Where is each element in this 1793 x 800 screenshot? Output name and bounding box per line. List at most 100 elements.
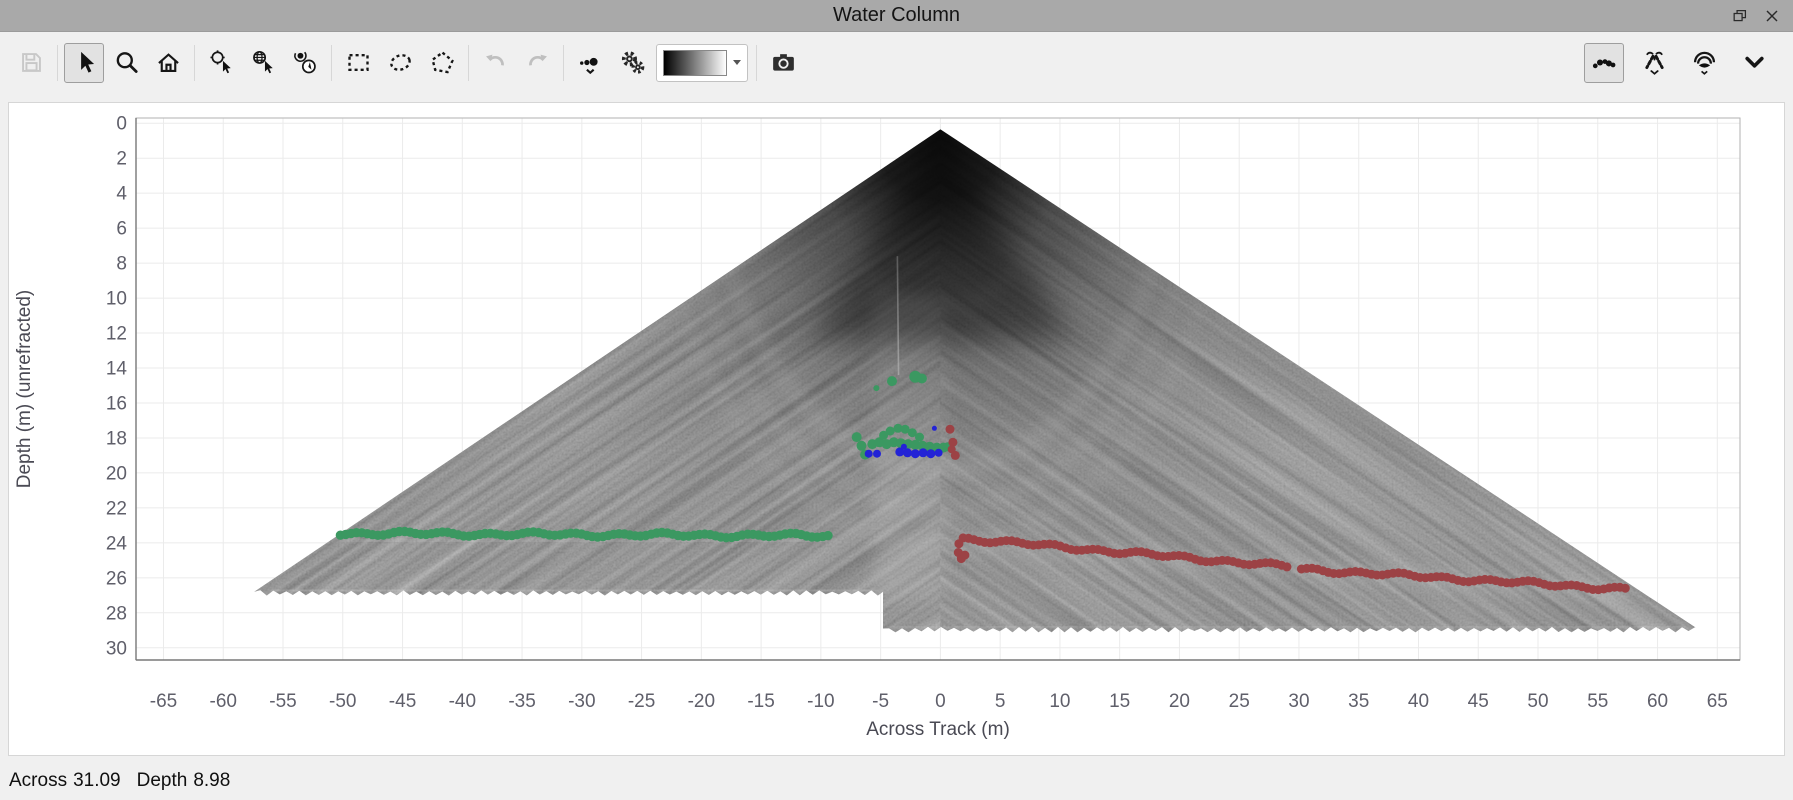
close-button[interactable] [1761, 5, 1783, 27]
status-bar: Across 31.09 Depth 8.98 [0, 762, 1793, 800]
y-tick-label: 14 [106, 359, 128, 380]
pick-target-cursor-icon [209, 50, 231, 74]
snapshot-camera-icon [772, 54, 794, 71]
toolbar-separator [331, 44, 332, 81]
y-tick-label: 8 [116, 254, 127, 275]
x-tick-label: 5 [995, 691, 1006, 712]
fan-display-button[interactable] [1634, 43, 1674, 83]
y-axis-title: Depth (m) (unrefracted) [14, 290, 35, 489]
y-tick-label: 26 [106, 568, 127, 589]
x-axis-title: Across Track (m) [866, 719, 1010, 740]
x-tick-label: -55 [269, 691, 296, 712]
x-tick-label: -50 [329, 691, 356, 712]
pick-target-cursor-button[interactable] [201, 43, 241, 83]
y-tick-label: 10 [106, 289, 127, 310]
soundings-toggle-icon [1592, 59, 1615, 69]
x-tick-label: -20 [688, 691, 715, 712]
select-cursor-button[interactable] [64, 42, 104, 83]
select-ellipse-button[interactable] [380, 43, 420, 83]
status-depth-value: 8.98 [193, 770, 231, 791]
x-tick-label: 30 [1288, 691, 1309, 712]
x-tick-label: -25 [628, 691, 655, 712]
x-tick-label: -60 [210, 691, 237, 712]
select-cursor-icon [80, 51, 94, 73]
x-tick-label: 60 [1647, 691, 1668, 712]
y-tick-label: 30 [106, 638, 127, 659]
y-tick-label: 22 [106, 498, 127, 519]
select-rectangle-icon [347, 54, 369, 71]
select-ellipse-icon [389, 54, 411, 71]
x-tick-label: 50 [1527, 691, 1548, 712]
x-tick-label: 0 [935, 691, 946, 712]
water-column-view-button[interactable] [1684, 43, 1724, 83]
zoom-button[interactable] [106, 43, 146, 83]
settings-gears-button[interactable] [612, 43, 652, 83]
close-icon [1766, 10, 1778, 22]
port-bottom-track [335, 526, 833, 543]
status-depth-label: Depth [136, 770, 188, 791]
x-tick-label: 40 [1408, 691, 1429, 712]
compass-point-button[interactable] [285, 43, 325, 83]
colormap-select[interactable] [656, 43, 748, 82]
point-size-icon [579, 57, 598, 75]
plot-border [135, 117, 1741, 661]
x-tick-label: -10 [807, 691, 834, 712]
y-tick-label: 0 [116, 114, 127, 135]
home-button[interactable] [148, 43, 188, 83]
fan-display-icon [1644, 51, 1664, 75]
colormap-caret-icon [733, 60, 741, 65]
x-tick-label: -15 [747, 691, 774, 712]
select-rectangle-button[interactable] [338, 43, 378, 83]
window-titlebar[interactable]: Water Column [0, 0, 1793, 32]
toolbar-separator [756, 44, 757, 81]
float-restore-button[interactable] [1729, 5, 1751, 27]
y-tick-label: 28 [106, 603, 127, 624]
snapshot-camera-button[interactable] [763, 43, 803, 83]
x-tick-label: -40 [449, 691, 476, 712]
compass-point-icon [293, 49, 316, 74]
x-tick-label: 55 [1587, 691, 1608, 712]
water-column-chart-svg[interactable]: -65 -60 -55 -50 -45 -40 -35 -30 -25 -20 -15 -10 -5 0 5… [0, 92, 1793, 762]
x-tick-label: 45 [1468, 691, 1489, 712]
water-column-view-icon [1693, 51, 1715, 75]
more-chevron-icon [1744, 56, 1764, 68]
x-tick-label: -5 [872, 691, 889, 712]
y-tick-label: 20 [106, 463, 127, 484]
x-tick-label: 10 [1049, 691, 1070, 712]
x-tick-label: 25 [1229, 691, 1250, 712]
zoom-icon [116, 52, 138, 73]
status-across-label: Across [9, 770, 68, 791]
toolbar [0, 33, 1793, 92]
window-title: Water Column [832, 4, 961, 26]
axis-labels: -65 -60 -55 -50 -45 -40 -35 -30 -25 -20 -15 -10 -5 0 5… [14, 114, 1728, 740]
save-button[interactable] [11, 43, 51, 83]
x-tick-label: 35 [1348, 691, 1369, 712]
point-size-button[interactable] [570, 43, 610, 83]
pick-globe-cursor-icon [252, 50, 273, 74]
y-tick-label: 6 [116, 219, 127, 240]
x-tick-label: 20 [1169, 691, 1190, 712]
y-tick-label: 12 [106, 324, 127, 345]
y-tick-label: 16 [106, 393, 127, 414]
x-tick-label: 65 [1707, 691, 1728, 712]
y-tick-label: 24 [106, 533, 128, 554]
select-polygon-button[interactable] [422, 43, 462, 83]
x-tick-label: -65 [150, 691, 177, 712]
float-restore-icon [1733, 9, 1747, 22]
soundings-toggle-button[interactable] [1584, 42, 1624, 83]
undo-button[interactable] [475, 43, 515, 83]
select-polygon-icon [430, 51, 454, 74]
starboard-bottom-track-2 [1296, 563, 1630, 595]
save-icon [21, 53, 41, 72]
toolbar-right-group [1583, 33, 1775, 92]
redo-button[interactable] [517, 43, 557, 83]
more-chevron-button[interactable] [1734, 43, 1774, 83]
pick-globe-cursor-button[interactable] [243, 43, 283, 83]
toolbar-separator [194, 44, 195, 81]
x-tick-label: -45 [389, 691, 416, 712]
toolbar-separator [468, 44, 469, 81]
y-tick-label: 18 [106, 428, 127, 449]
water-column-plot[interactable]: -65 -60 -55 -50 -45 -40 -35 -30 -25 -20 -15 -10 -5 0 5… [0, 92, 1793, 762]
status-across-value: 31.09 [73, 770, 121, 791]
home-icon [157, 53, 179, 73]
